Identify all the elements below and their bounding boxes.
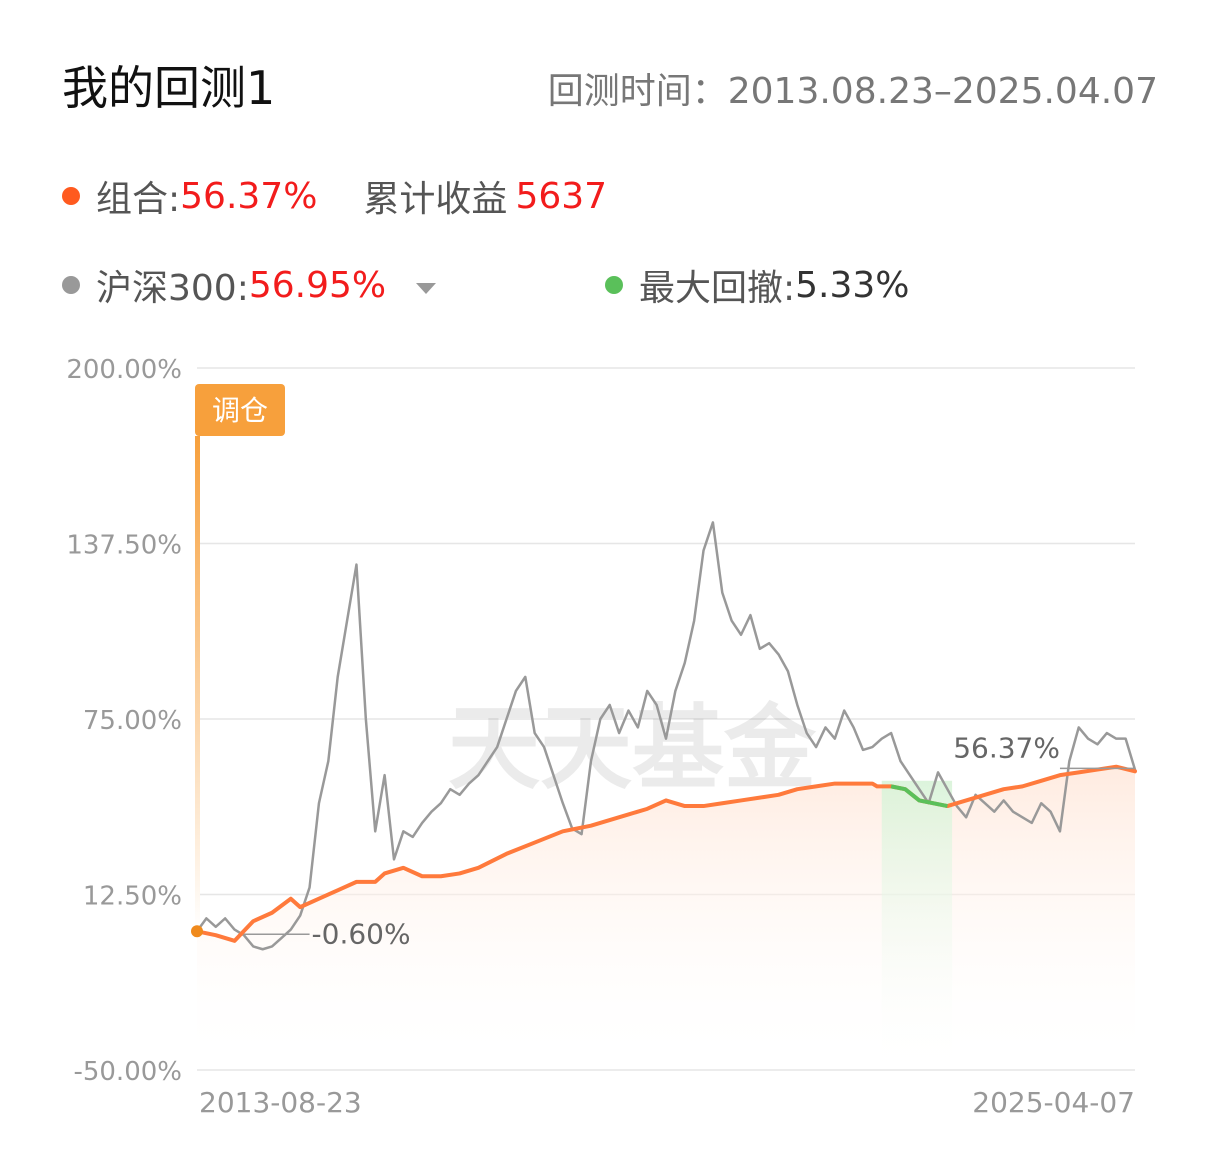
portfolio-line bbox=[195, 764, 1137, 943]
start-point bbox=[191, 925, 203, 938]
period-value: 2013.08.23–2025.04.07 bbox=[727, 71, 1158, 112]
page-title: 我的回测1 bbox=[62, 61, 276, 115]
end-annotation: 56.37% bbox=[953, 731, 1060, 764]
x-start-label: 2013-08-23 bbox=[199, 1086, 362, 1119]
x-end-label: 2025-04-07 bbox=[972, 1086, 1135, 1119]
period-label: 回测时间： bbox=[547, 71, 728, 112]
portfolio-legend: 组合: 56.37% 累计收益 5637 bbox=[62, 170, 607, 222]
cumulative-label: 累计收益 bbox=[363, 179, 508, 220]
backtest-period: 回测时间：2013.08.23–2025.04.07 bbox=[548, 62, 1158, 114]
portfolio-label: 组合: bbox=[96, 179, 181, 220]
cumulative-value: 5637 bbox=[515, 175, 608, 217]
drawdown-legend: 最大回撤: 5.33% bbox=[605, 259, 910, 311]
benchmark-legend[interactable]: 沪深300: 56.95% bbox=[62, 259, 437, 311]
y-tick-label: 75.00% bbox=[83, 706, 182, 736]
portfolio-value: 56.37% bbox=[180, 175, 318, 217]
y-tick-label: 12.50% bbox=[83, 882, 182, 912]
rebalance-tag-label: 调仓 bbox=[212, 394, 268, 427]
drawdown-line bbox=[890, 784, 948, 809]
drawdown-dot-icon bbox=[605, 276, 623, 294]
drawdown-band bbox=[881, 780, 953, 1070]
start-annotation: -0.60% bbox=[312, 917, 411, 950]
caret-down-icon[interactable] bbox=[416, 282, 437, 294]
y-tick-label: -50.00% bbox=[73, 1057, 182, 1087]
performance-chart: 天天基金 调仓 200.00% 137.50% 75.00% 12.50% -50.00… bbox=[66, 355, 1137, 1119]
drawdown-label: 最大回撤: bbox=[639, 268, 796, 309]
rebalance-line bbox=[195, 436, 200, 932]
rebalance-tag bbox=[195, 384, 285, 436]
y-tick-label: 137.50% bbox=[66, 531, 182, 561]
watermark-text: 天天基金 bbox=[448, 694, 817, 802]
portfolio-dot-icon bbox=[62, 187, 80, 205]
y-tick-label: 200.00% bbox=[66, 355, 182, 385]
benchmark-dot-icon bbox=[62, 276, 80, 294]
benchmark-label: 沪深300: bbox=[96, 268, 249, 309]
benchmark-value: 56.95% bbox=[248, 264, 387, 306]
drawdown-value: 5.33% bbox=[795, 264, 910, 306]
